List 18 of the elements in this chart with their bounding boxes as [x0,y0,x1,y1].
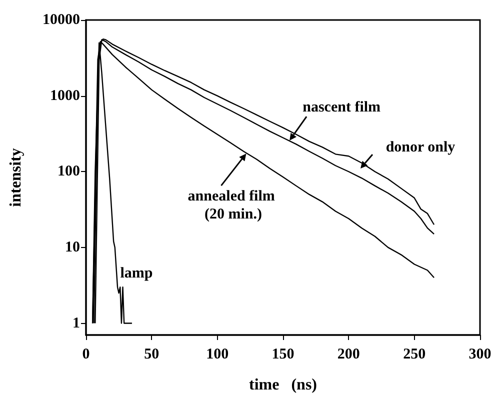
x-tick-label: 100 [206,346,229,362]
y-tick-label: 100 [58,164,80,180]
x-tick-label: 150 [272,346,294,362]
x-tick-label: 200 [337,346,360,362]
annotation: lamp [120,266,153,282]
annotation: nascent film [302,100,382,116]
annotation: annealed film (20 min.) [188,188,279,223]
x-axis-title: time (ns) [249,376,317,394]
annotation: donor only [386,139,456,156]
y-tick-label: 1 [72,315,80,332]
y-tick-label: 10 [65,239,80,256]
x-tick-label: 300 [468,346,492,362]
y-tick-label: 1000 [50,88,80,104]
x-tick-label: 0 [82,346,90,362]
y-tick-label: 10000 [42,12,80,28]
x-tick-label: 250 [403,346,426,362]
x-tick-label: 50 [144,346,160,362]
y-axis-title: intensity [8,148,24,207]
